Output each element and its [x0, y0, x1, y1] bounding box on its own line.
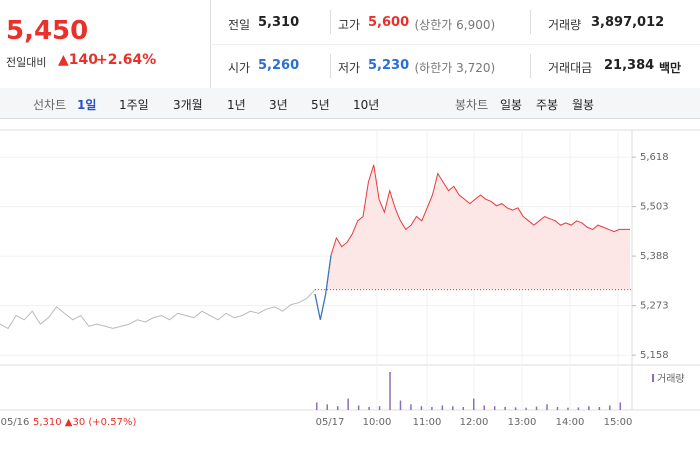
item-label: 저가: [338, 61, 361, 75]
volume-bar: [598, 406, 601, 410]
item-extra: 백만: [659, 61, 682, 75]
quote-panel: 5,450 전일대비 ▲140 +2.64% 전일 5,310 고가 5,600 (상한…: [0, 0, 700, 89]
change-label: 전일대비: [6, 56, 47, 69]
item-label: 거래대금: [548, 61, 593, 75]
volume-bar: [588, 406, 590, 410]
x-tick-label: 05/17: [316, 417, 345, 428]
tab[interactable]: 1년: [227, 98, 246, 112]
tab[interactable]: 월봉: [572, 98, 595, 112]
item-value: 21,384: [604, 58, 655, 73]
volume-bar: [609, 405, 611, 410]
tab-group-label[interactable]: 선차트: [33, 98, 67, 112]
tab[interactable]: 5년: [311, 98, 330, 112]
volume-bar: [452, 406, 454, 410]
tab-bar: 선차트 1일 1주일 3개월 1년 3년 5년 10년 봉차트 일봉 주봉 월봉: [0, 88, 700, 119]
volume-bar: [368, 406, 370, 410]
y-tick-label: 5,388: [640, 251, 669, 262]
volume-bar: [410, 404, 412, 410]
volume-bar: [420, 406, 423, 410]
tab[interactable]: 1일: [77, 98, 97, 112]
y-tick-label: 5,618: [640, 152, 669, 163]
price: 5,450: [6, 16, 89, 46]
change: ▲140: [58, 52, 98, 68]
item-extra: (하한가 3,720): [414, 61, 496, 75]
item-label: 전일: [228, 18, 251, 32]
tab[interactable]: 일봉: [500, 98, 523, 112]
y-tick-label: 5,273: [640, 301, 669, 312]
y-tick-label: 5,503: [640, 202, 669, 213]
tab[interactable]: 10년: [353, 98, 380, 112]
prev-day-note: 5,310 ▲30 (+0.57%): [33, 417, 136, 428]
volume-bar: [399, 400, 402, 410]
tab-group-label[interactable]: 봉차트: [455, 98, 489, 112]
volume-bar: [431, 406, 433, 410]
volume-bar: [535, 406, 538, 410]
volume-bar: [525, 407, 527, 410]
volume-bar: [441, 405, 444, 410]
item-value: 5,310: [258, 15, 300, 30]
item-extra: (상한가 6,900): [414, 18, 496, 32]
volume-bar: [336, 406, 339, 410]
volume-bar: [493, 406, 496, 410]
y-tick-label: 5,158: [640, 350, 669, 361]
volume-bar: [577, 407, 580, 410]
volume-bar: [483, 405, 485, 410]
divider: [330, 10, 331, 34]
volume-bar: [316, 402, 318, 410]
tab[interactable]: 1주일: [119, 98, 149, 112]
item-value: 3,897,012: [591, 15, 665, 30]
tab[interactable]: 3년: [269, 98, 288, 112]
price-line: [0, 289, 316, 330]
tab[interactable]: 3개월: [173, 98, 203, 112]
x-tick-label: 11:00: [413, 417, 442, 428]
area: [315, 164, 630, 290]
price-line: [314, 164, 630, 320]
volume-bar: [504, 406, 506, 410]
legend-label: 거래량: [657, 373, 685, 385]
item-value: 5,600: [368, 15, 410, 30]
item-label: 거래량: [548, 18, 582, 32]
volume-bar: [567, 407, 569, 410]
volume-bar: [462, 406, 465, 410]
item-label: 시가: [228, 61, 251, 75]
volume-bar: [347, 398, 349, 410]
item-label: 고가: [338, 18, 361, 32]
item-value: 5,230: [368, 58, 410, 73]
volume-bar: [326, 404, 328, 410]
volume-bar: [378, 406, 381, 410]
price-line-down: [314, 255, 332, 320]
volume-bar: [556, 406, 559, 410]
volume-bar: [357, 405, 360, 410]
tab[interactable]: 주봉: [536, 98, 559, 112]
legend-swatch: [652, 374, 654, 382]
x-tick-label: 05/16: [1, 417, 30, 428]
volume-bar: [546, 404, 548, 410]
x-tick-label: 14:00: [556, 417, 585, 428]
divider: [530, 10, 531, 34]
x-tick-label: 13:00: [508, 417, 537, 428]
x-tick-label: 12:00: [460, 417, 489, 428]
divider: [530, 54, 531, 78]
volume-bar: [514, 407, 517, 410]
volume-bar: [389, 372, 391, 410]
divider: [210, 44, 700, 45]
item-value: 5,260: [258, 58, 300, 73]
x-tick-label: 10:00: [363, 417, 392, 428]
x-tick-label: 15:00: [604, 417, 633, 428]
volume-bar: [619, 402, 622, 410]
volume-bar: [473, 398, 475, 410]
change-pct: +2.64%: [96, 52, 157, 68]
divider: [330, 54, 331, 78]
